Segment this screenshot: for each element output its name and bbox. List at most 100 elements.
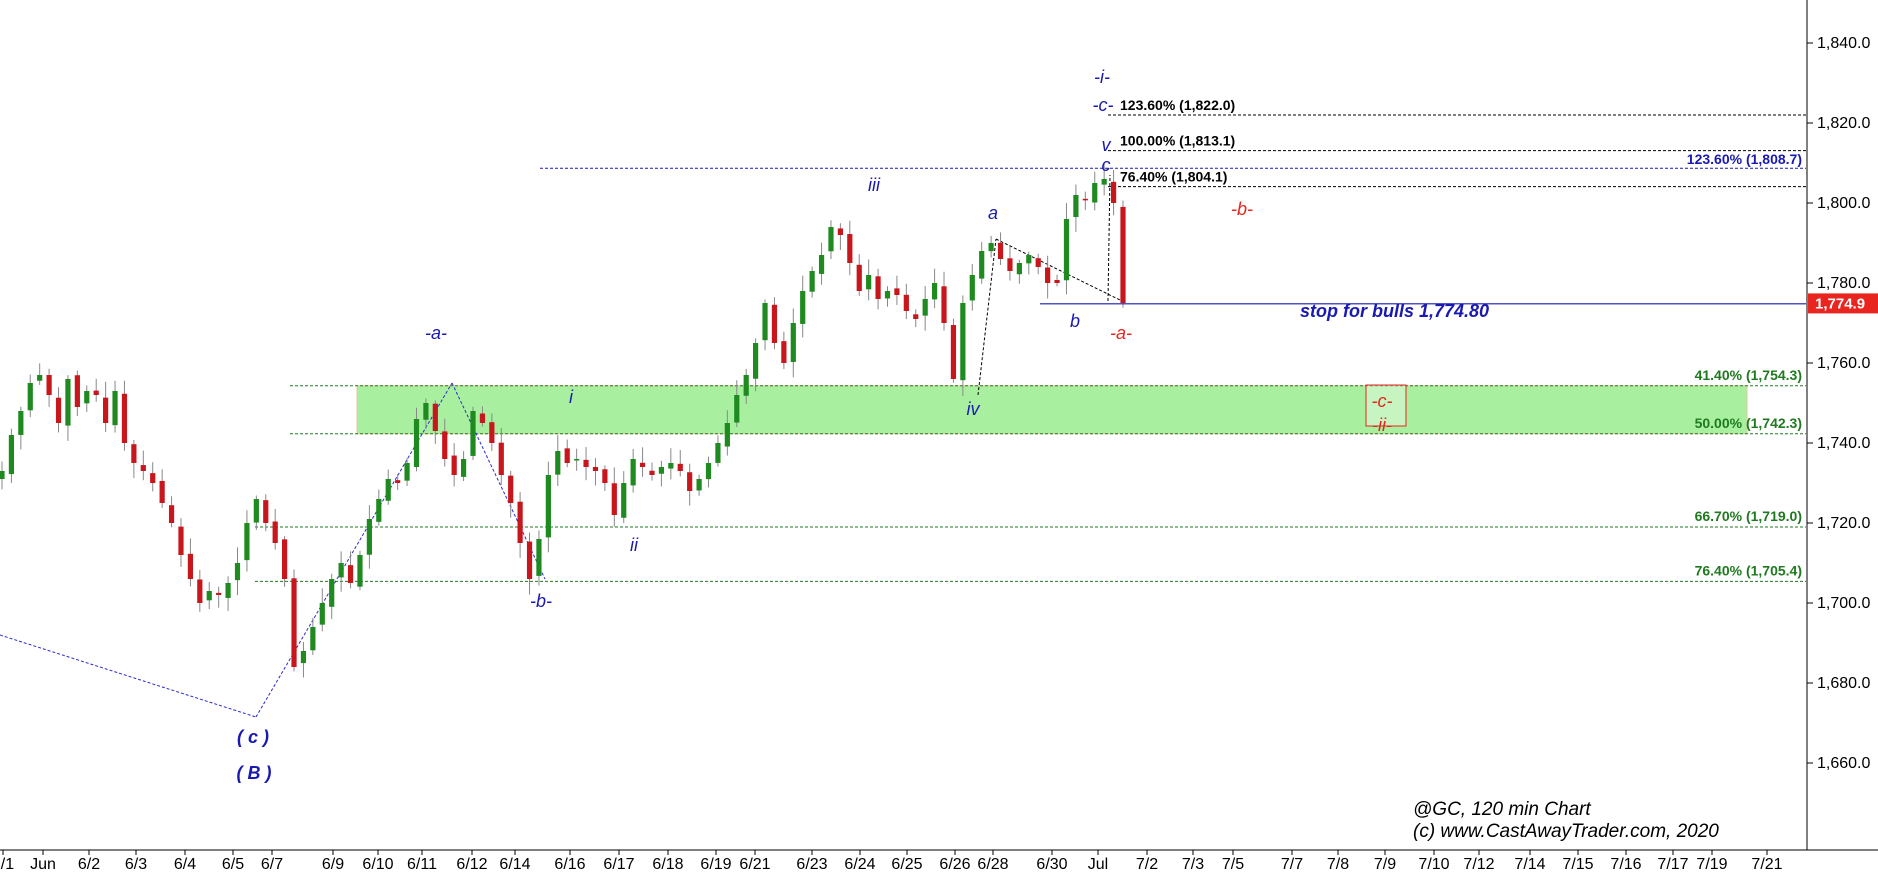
candle-body: [234, 563, 241, 581]
y-tick-label: 1,780.0: [1817, 275, 1870, 292]
last-price-label: 1,774.9: [1815, 295, 1865, 312]
x-tick-label: 6/23: [796, 856, 827, 873]
candle-body: [771, 304, 778, 343]
candle-body: [922, 299, 928, 316]
candle-body: [442, 431, 448, 459]
wave-label-minus-b: -b-: [530, 591, 552, 611]
candle-body: [168, 505, 175, 523]
wave-label-a: a: [988, 203, 998, 223]
candle-body: [1063, 219, 1070, 281]
y-tick-label: 1,740.0: [1817, 435, 1870, 452]
y-tick-label: 1,800.0: [1817, 195, 1870, 212]
candle-body: [178, 526, 184, 555]
candle-body: [847, 234, 853, 263]
candle-body: [1073, 195, 1079, 217]
stop-label: stop for bulls 1,774.80: [1300, 301, 1489, 321]
wave-label-red-minus-c: -c-: [1372, 391, 1393, 411]
candle-body: [856, 264, 862, 291]
x-tick-label: 7/7: [1281, 856, 1303, 873]
candle-body: [1092, 183, 1098, 203]
y-tick-label: 1,760.0: [1817, 355, 1870, 372]
candle-body: [37, 375, 43, 381]
instrument-label: @GC, 120 min Chart: [1413, 799, 1591, 820]
candle-body: [319, 603, 325, 625]
candle-body: [931, 283, 938, 300]
x-tick-label: 7/8: [1327, 856, 1349, 873]
candle-body: [498, 442, 504, 475]
candle-body: [997, 242, 1004, 259]
candle-body: [724, 423, 730, 447]
candle-body: [960, 303, 966, 381]
candle-body: [103, 397, 109, 423]
candle-body: [828, 227, 834, 252]
x-tick-label: 7/17: [1657, 856, 1688, 873]
x-tick-label: 6/10: [362, 856, 393, 873]
candle-body: [1101, 179, 1107, 185]
candle-body: [903, 294, 909, 311]
candle-body: [649, 470, 655, 475]
candle-body: [988, 243, 994, 252]
candle-body: [894, 288, 900, 295]
candle-body: [753, 343, 759, 379]
candle-body: [244, 523, 250, 561]
support-zone-layer: [356, 385, 1748, 435]
candle-body: [159, 480, 165, 503]
candle-body: [1016, 263, 1022, 275]
wave-label-red-minus-a: -a-: [1110, 323, 1132, 343]
candle-body: [941, 286, 947, 323]
x-tick-label: 6/3: [125, 856, 147, 873]
candle-body: [329, 579, 335, 607]
x-tick-label: 6/2: [78, 856, 100, 873]
candle-body: [969, 275, 975, 301]
x-tick-label: 7/10: [1418, 856, 1449, 873]
candle-body: [74, 375, 80, 407]
wave-label-v: v: [1102, 135, 1112, 155]
candle-body: [1007, 258, 1013, 271]
candle-body: [668, 463, 674, 469]
x-tick-label: 6/16: [554, 856, 585, 873]
x-tick-label: 7/9: [1374, 856, 1396, 873]
x-tick-label: 6/19: [700, 856, 731, 873]
x-tick-label: 6/24: [844, 856, 875, 873]
candle-body: [743, 375, 749, 396]
candle-body: [263, 500, 269, 523]
candle-body: [413, 419, 420, 467]
candle-body: [696, 479, 702, 491]
wave-label-minus-i: -i-: [1094, 67, 1110, 87]
candle-body: [489, 422, 495, 443]
candle-body: [253, 499, 259, 523]
fib-label-76-4-upper: 76.40% (1,804.1): [1120, 169, 1227, 185]
y-tick-label: 1,680.0: [1817, 675, 1870, 692]
candle-body: [818, 255, 825, 274]
x-axis-ticks: 6/1 Jun 6/2 6/3 6/4 6/5 6/7 6/9 6/10 6/11 6/12 6/14…: [0, 850, 1783, 873]
candle-body: [84, 391, 90, 404]
candle-body: [395, 480, 401, 483]
fib-label-41-4: 41.40% (1,754.3): [1695, 367, 1802, 383]
candle-body: [93, 390, 99, 395]
wave-label-iv: iv: [967, 399, 981, 419]
candle-body: [583, 459, 589, 467]
x-tick-label: 6/21: [739, 856, 770, 873]
x-tick-label: 6/12: [456, 856, 487, 873]
y-tick-label: 1,720.0: [1817, 515, 1870, 532]
x-tick-label: 6/11: [407, 856, 437, 873]
wave-label-b: b: [1070, 311, 1080, 331]
stop-line-layer: stop for bulls 1,774.80: [1040, 301, 1806, 321]
wave-label-ii: ii: [630, 535, 639, 555]
candle-body: [979, 251, 985, 279]
candle-body: [206, 591, 212, 601]
fib-label-50-0: 50.00% (1,742.3): [1695, 415, 1802, 431]
y-tick-label: 1,660.0: [1817, 755, 1870, 772]
wave-label-minus-c: -c-: [1093, 95, 1114, 115]
candle-body: [187, 553, 194, 579]
support-zone: [356, 385, 1748, 435]
x-tick-label: 6/26: [939, 856, 970, 873]
y-tick-label: 1,820.0: [1817, 115, 1870, 132]
candle-body: [1110, 181, 1117, 203]
candle-body: [272, 521, 278, 543]
candle-body: [404, 463, 410, 481]
wave-line: [977, 238, 997, 396]
fib-label-76-4-lower: 76.40% (1,705.4): [1695, 562, 1802, 578]
candle-body: [385, 479, 391, 501]
